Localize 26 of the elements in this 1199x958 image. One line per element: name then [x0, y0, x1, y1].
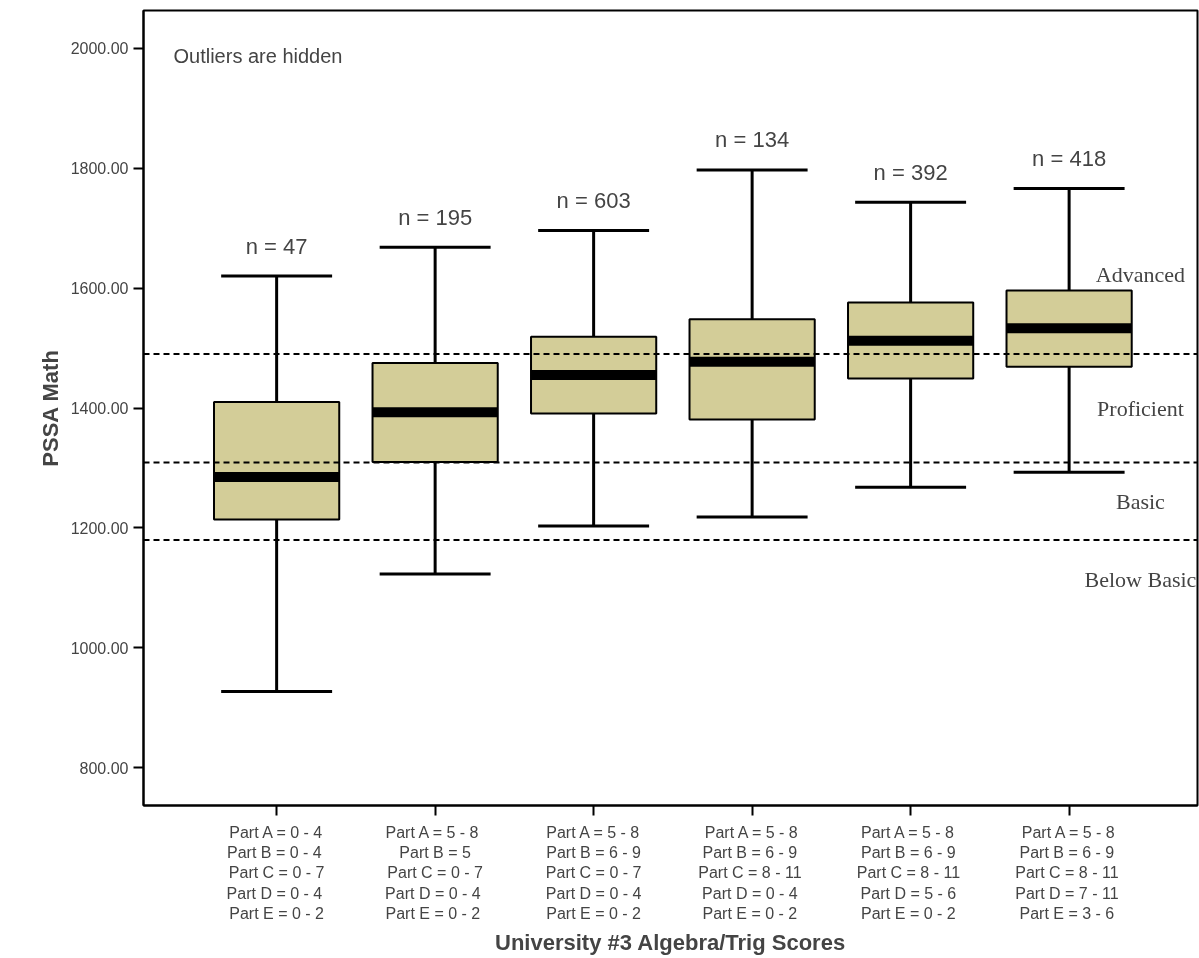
y-tick-label: 1200.00: [70, 519, 129, 537]
annotation: Proficient: [1097, 395, 1184, 421]
y-tick-label: 1600.00: [70, 280, 129, 298]
annotation: Outliers are hidden: [173, 44, 343, 67]
y-tick-label: 2000.00: [70, 40, 129, 58]
x-tick-label: Part A = 5 - 8 Part B = 6 - 9 Part C = 8 - 11 Part D = 0 - 4 Part E = 0 - 2: [698, 823, 802, 923]
annotation: n = 603: [556, 188, 631, 214]
annotation: n = 418: [1032, 146, 1107, 172]
y-tick-label: 1000.00: [70, 639, 129, 657]
annotation: Advanced: [1095, 261, 1186, 287]
x-tick-label: Part A = 5 - 8 Part B = 6 - 9 Part C = 0 - 7 Part D = 0 - 4 Part E = 0 - 2: [545, 823, 642, 923]
annotation: n = 134: [715, 127, 790, 153]
x-tick-label: Part A = 5 - 8 Part B = 6 - 9 Part C = 8 - 11 Part D = 7 - 11 Part E = 3 - 6: [1015, 823, 1119, 923]
y-tick-label: 800.00: [79, 759, 129, 777]
y-tick-label: 1800.00: [70, 160, 129, 178]
x-axis-title: University #3 Algebra/Trig Scores: [495, 930, 846, 956]
x-tick-label: Part A = 0 - 4 Part B = 0 - 4 Part C = 0 - 7 Part D = 0 - 4 Part E = 0 - 2: [226, 823, 325, 923]
annotation: n = 392: [873, 159, 948, 185]
annotation: n = 195: [398, 204, 473, 230]
y-axis-title: PSSA Math: [37, 350, 63, 467]
x-tick-label: Part A = 5 - 8 Part B = 6 - 9 Part C = 8 - 11 Part D = 5 - 6 Part E = 0 - 2: [856, 823, 961, 923]
annotation: Below Basic: [1084, 567, 1197, 593]
annotation: n = 47: [245, 233, 308, 259]
x-tick-label: Part A = 5 - 8 Part B = 5 Part C = 0 - 7 Part D = 0 - 4 Part E = 0 - 2: [385, 823, 484, 923]
annotation: Basic: [1116, 488, 1166, 514]
y-tick-label: 1400.00: [70, 400, 129, 417]
